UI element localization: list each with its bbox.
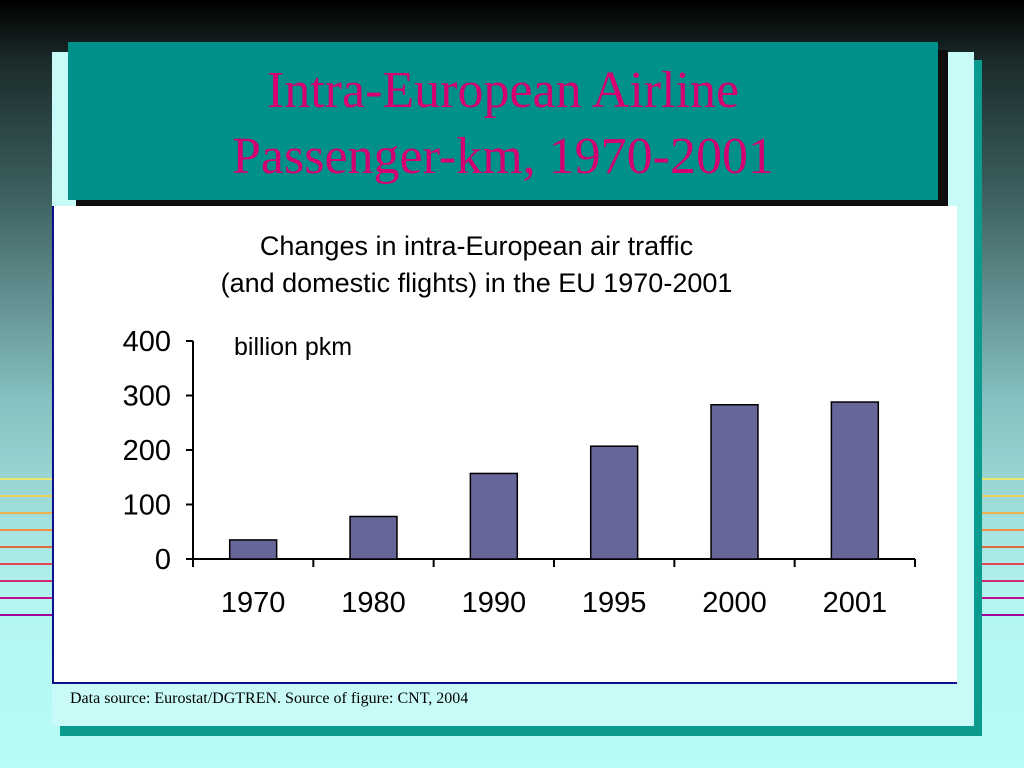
x-tick-label: 1980 — [341, 587, 406, 619]
chart-title: Changes in intra-European air traffic (a… — [54, 228, 899, 302]
y-tick-label: 0 — [155, 544, 171, 576]
bar-1990 — [469, 472, 519, 560]
y-tick-label: 300 — [123, 381, 171, 413]
x-tick-label: 2001 — [823, 587, 888, 619]
x-tick-label: 1995 — [582, 587, 647, 619]
bar-1970 — [228, 539, 278, 560]
decorative-stripes-left — [0, 478, 70, 658]
slide-title-line1: Intra-European Airline — [266, 62, 740, 119]
bar-1995 — [589, 445, 639, 560]
chart-title-line2: (and domestic flights) in the EU 1970-20… — [220, 268, 733, 298]
x-tick-label: 2000 — [702, 587, 767, 619]
bar-2000 — [710, 404, 759, 560]
bar-1980 — [349, 515, 398, 560]
data-source-caption: Data source: Eurostat/DGTREN. Source of … — [70, 690, 469, 707]
x-tick-label: 1990 — [462, 587, 527, 619]
y-tick-label: 400 — [123, 326, 171, 358]
slide-title-box: Intra-European Airline Passenger-km, 197… — [68, 42, 938, 200]
slide-title: Intra-European Airline Passenger-km, 197… — [68, 58, 938, 190]
slide-title-line2: Passenger-km, 1970-2001 — [232, 128, 774, 185]
y-unit-label: billion pkm — [234, 333, 352, 361]
y-tick-label: 200 — [123, 435, 171, 467]
bar-2001 — [830, 401, 880, 560]
chart-title-line1: Changes in intra-European air traffic — [259, 231, 694, 261]
x-tick-label: 1970 — [221, 587, 286, 619]
chart-figure — [52, 206, 957, 684]
y-tick-label: 100 — [123, 490, 171, 522]
decorative-stripes-right — [954, 478, 1024, 658]
